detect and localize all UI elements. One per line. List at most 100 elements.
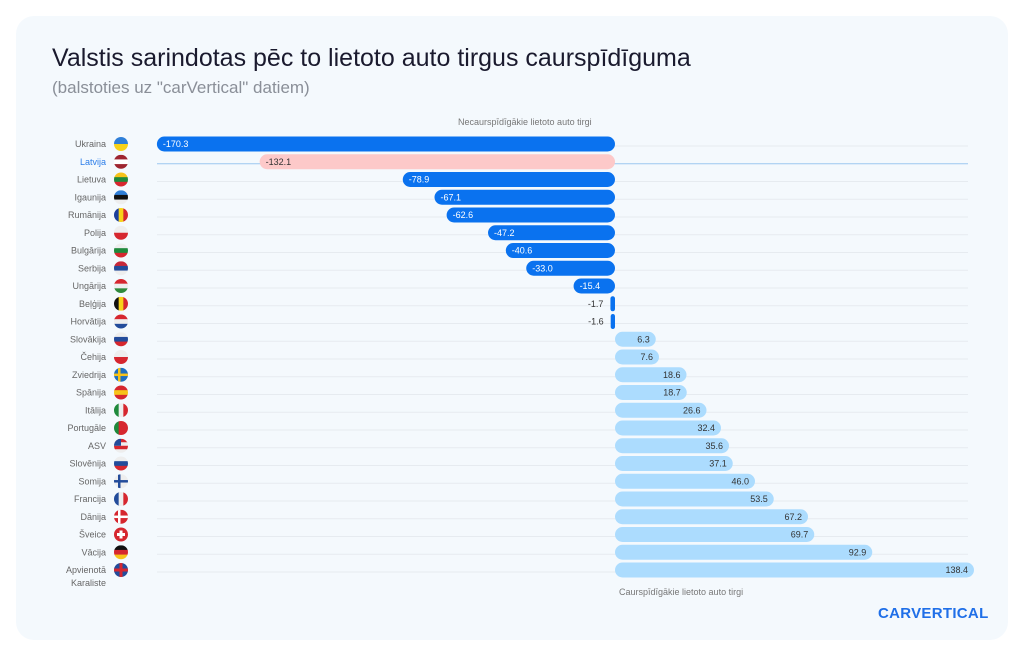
bar [434,189,615,205]
data-label: -15.4 [580,281,601,291]
bar [615,331,656,347]
category-label: Igaunija [74,192,106,202]
carvertical-logo: CARVERTICAL [878,605,989,622]
data-label: 92.9 [849,547,867,557]
category-label: Serbija [78,263,106,273]
ch-flag-icon [114,527,128,542]
bar [615,438,729,454]
bar [446,207,615,223]
category-label: Slovākija [70,334,106,344]
category-label: Portugāle [67,423,106,433]
positive-annotation: Caurspīdīgākie lietoto auto tirgi [619,587,744,597]
bar [610,314,615,329]
si-flag-icon [114,456,128,471]
category-label: Rumānija [68,210,106,220]
us-flag-icon [114,438,128,453]
se-flag-icon [114,367,128,382]
bar [615,527,815,542]
category-label: Lietuva [77,175,106,185]
bar [526,260,615,276]
cz-flag-icon [114,350,128,364]
category-label: Bulgārija [71,246,106,256]
dk-flag-icon [114,509,128,524]
bar [259,154,615,170]
data-label: 26.6 [683,405,701,415]
pt-flag-icon [114,421,128,435]
bar [615,491,774,507]
category-label: Spānija [76,388,106,398]
data-label: 37.1 [709,459,727,469]
data-label: 7.6 [640,352,653,362]
negative-annotation: Necaurspīdīgākie lietoto auto tirgi [458,117,592,127]
data-label: 6.3 [637,334,650,344]
data-label: -1.6 [588,317,604,327]
hu-flag-icon [114,279,128,293]
bar [615,385,687,400]
data-label: 69.7 [791,530,809,540]
lt-flag-icon [114,172,128,187]
data-label: 46.0 [731,476,749,486]
fi-flag-icon [114,474,128,489]
chart-subtitle: (balstoties uz "carVertical" datiem) [52,78,310,97]
es-flag-icon [114,385,128,400]
fr-flag-icon [114,492,128,506]
bar [505,243,615,258]
bar [610,296,615,312]
ee-flag-icon [114,190,128,205]
bar [488,225,615,241]
data-label: -170.3 [163,139,189,149]
category-label: Ungārija [72,281,106,291]
gb-flag-icon [114,563,128,577]
data-label: 18.7 [663,388,681,398]
de-flag-icon [114,545,128,560]
category-label: Dānija [80,512,106,522]
category-label: Šveice [79,530,106,540]
data-label: 18.6 [663,370,681,380]
category-label: Beļģija [79,299,106,309]
category-label: Vācija [81,547,106,557]
data-label: -67.1 [441,192,462,202]
category-label: Somija [78,476,106,486]
category-label: Zviedrija [72,370,106,380]
ua-flag-icon [114,137,128,151]
data-label: 138.4 [945,565,968,575]
bar [615,509,808,525]
category-label: ASV [88,441,106,451]
bar [402,172,615,187]
bg-flag-icon [114,243,128,258]
category-label: Itālija [85,405,106,415]
lv-flag-icon [114,154,128,169]
category-label: Ukraina [75,139,106,149]
be-flag-icon [114,296,128,311]
hr-flag-icon [114,314,128,329]
data-label: -40.6 [512,246,533,256]
data-label: -47.2 [494,228,515,238]
category-label: Horvātija [70,317,106,327]
category-label: Latvija [80,157,106,167]
category-label: Apvienotā [66,565,106,575]
bar [615,562,974,578]
pl-flag-icon [114,225,128,240]
data-label: -1.7 [588,299,604,309]
ro-flag-icon [114,208,128,222]
data-label: 53.5 [750,494,768,504]
data-label: -132.1 [266,157,292,167]
category-label: Karaliste [71,578,106,588]
bar [573,278,615,294]
bar [615,367,687,383]
it-flag-icon [114,403,128,418]
data-label: -33.0 [532,263,553,273]
category-label: Slovēnija [69,459,106,469]
bar [615,420,721,436]
data-label: 67.2 [784,512,802,522]
bar [615,544,873,560]
bar [615,473,755,489]
bar [615,402,707,418]
chart-title: Valstis sarindotas pēc to lietoto auto t… [52,44,691,72]
sk-flag-icon [114,332,128,347]
bar [615,349,659,365]
data-label: 35.6 [705,441,723,451]
category-label: Polija [84,228,106,238]
category-label: Francija [74,494,106,504]
